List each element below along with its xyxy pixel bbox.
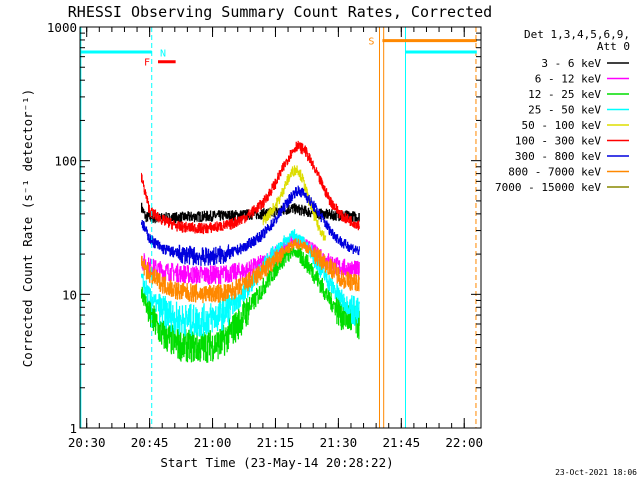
- series-line-800-7000-kev: [141, 238, 360, 304]
- x-axis-label: Start Time (23-May-14 20:28:22): [160, 455, 393, 470]
- plot-area: S NF: [80, 27, 477, 428]
- legend-header-line: Att 0: [597, 40, 630, 53]
- y-tick-label: 100: [54, 154, 77, 169]
- legend-header-line: Det 1,3,4,5,6,9,: [524, 28, 630, 41]
- legend: Det 1,3,4,5,6,9,Att 0 3 - 6 keV 6 - 12 keV…: [495, 28, 630, 194]
- legend-label: 7000 - 15000 keV: [495, 181, 601, 194]
- series-line-300-800-kev: [141, 185, 360, 266]
- series-line-100-300-kev: [141, 140, 360, 235]
- x-tick-label: 20:45: [131, 435, 169, 450]
- legend-label: 50 - 100 keV: [522, 119, 602, 132]
- y-tick-label: 1000: [47, 20, 77, 35]
- y-tick-label: 1: [69, 421, 77, 436]
- x-tick-label: 21:30: [320, 435, 358, 450]
- x-tick-label: 21:00: [194, 435, 232, 450]
- axes: 1 10 100 1000 20:30 20:45 21:00 21:15 21:30 21:45…: [47, 20, 483, 450]
- x-tick-label: 21:45: [382, 435, 420, 450]
- y-axis-label: Corrected Count Rate (s⁻¹ detector⁻¹): [20, 89, 35, 367]
- footer-date: 23-Oct-2021 18:06: [555, 468, 637, 477]
- legend-label: 25 - 50 keV: [528, 104, 601, 117]
- x-tick-label: 22:00: [445, 435, 483, 450]
- x-tick-label: 21:15: [257, 435, 295, 450]
- chart-title: RHESSI Observing Summary Count Rates, Co…: [68, 3, 492, 21]
- series-line-12-25-kev: [141, 245, 360, 363]
- legend-label: 3 - 6 keV: [541, 57, 601, 70]
- legend-label: 300 - 800 keV: [515, 150, 601, 163]
- legend-label: 800 - 7000 keV: [508, 166, 601, 179]
- flag-label-n: N: [160, 48, 166, 59]
- legend-label: 100 - 300 keV: [515, 135, 601, 148]
- legend-label: 12 - 25 keV: [528, 88, 601, 101]
- flag-label-s: S: [368, 37, 374, 48]
- flag-label-f: F: [144, 58, 150, 69]
- plot-frame: [79, 26, 482, 429]
- y-tick-label: 10: [62, 287, 77, 302]
- x-tick-label: 20:30: [68, 435, 106, 450]
- legend-label: 6 - 12 keV: [535, 73, 602, 86]
- series-line-3-6-kev: [141, 202, 360, 224]
- series-line-50-100-kev: [262, 165, 327, 241]
- series-line-6-12-kev: [141, 234, 360, 285]
